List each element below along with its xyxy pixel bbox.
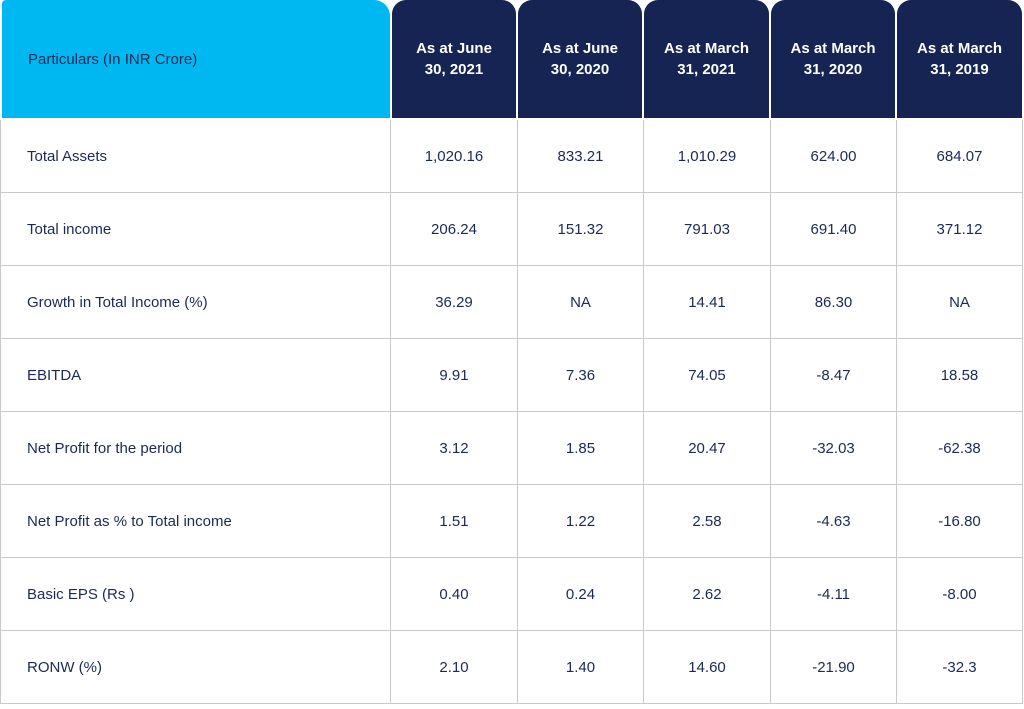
header-col-4: As at March 31, 2020: [771, 0, 895, 118]
table-cell: 20.47: [644, 412, 771, 485]
table-cell: 691.40: [771, 193, 897, 266]
row-label: Growth in Total Income (%): [0, 266, 391, 339]
table-cell: 1.51: [391, 485, 518, 558]
table-row: Basic EPS (Rs ) 0.40 0.24 2.62 -4.11 -8.00: [0, 558, 1024, 631]
table-cell: 684.07: [897, 120, 1023, 193]
row-label: RONW (%): [0, 631, 391, 704]
table-row: EBITDA 9.91 7.36 74.05 -8.47 18.58: [0, 339, 1024, 412]
table-cell: NA: [518, 266, 644, 339]
data-table: Total Assets 1,020.16 833.21 1,010.29 624.00…: [0, 120, 1024, 709]
table-cell: 624.00: [771, 120, 897, 193]
row-label: Total Assets: [0, 120, 391, 193]
row-label: Basic EPS (Rs ): [0, 558, 391, 631]
table-cell: 86.30: [771, 266, 897, 339]
table-cell: 1.40: [518, 631, 644, 704]
table-cell: 9.91: [391, 339, 518, 412]
table-cell: 0.40: [391, 558, 518, 631]
table-cell: 3.12: [391, 412, 518, 485]
table-cell: 14.60: [644, 631, 771, 704]
table-cell: 1,010.29: [644, 120, 771, 193]
table-cell: -4.63: [771, 485, 897, 558]
row-label: Total income: [0, 193, 391, 266]
row-label: EBITDA: [0, 339, 391, 412]
table-cell: 36.29: [391, 266, 518, 339]
table-cell: -32.03: [771, 412, 897, 485]
table-cell: -4.11: [771, 558, 897, 631]
header-col-1: As at June 30, 2021: [392, 0, 516, 118]
table-cell: 371.12: [897, 193, 1023, 266]
table-cell: NA: [897, 266, 1023, 339]
table-cell: 7.36: [518, 339, 644, 412]
table-row: RONW (%) 2.10 1.40 14.60 -21.90 -32.3: [0, 631, 1024, 704]
table-row: Net Profit for the period 3.12 1.85 20.47 -3…: [0, 412, 1024, 485]
table-cell: 151.32: [518, 193, 644, 266]
table-cell: -16.80: [897, 485, 1023, 558]
table-cell: 0.24: [518, 558, 644, 631]
table-cell: -21.90: [771, 631, 897, 704]
table-cell: -32.3: [897, 631, 1023, 704]
header-col-3: As at March 31, 2021: [644, 0, 769, 118]
table-cell: 74.05: [644, 339, 771, 412]
table-row: Total Assets 1,020.16 833.21 1,010.29 624.00…: [0, 120, 1024, 193]
table-cell: 2.62: [644, 558, 771, 631]
header-col-2: As at June 30, 2020: [518, 0, 642, 118]
table-cell: 18.58: [897, 339, 1023, 412]
table-cell: 791.03: [644, 193, 771, 266]
table-cell: 833.21: [518, 120, 644, 193]
table-row: Total income 206.24 151.32 791.03 691.40 371.…: [0, 193, 1024, 266]
row-label: Net Profit for the period: [0, 412, 391, 485]
table-cell: 1.85: [518, 412, 644, 485]
table-cell: -8.00: [897, 558, 1023, 631]
table-row: Growth in Total Income (%) 36.29 NA 14.41 86…: [0, 266, 1024, 339]
table-row: Net Profit as % to Total income 1.51 1.22 2…: [0, 485, 1024, 558]
table-cell: 1.22: [518, 485, 644, 558]
table-cell: 14.41: [644, 266, 771, 339]
table-cell: 2.10: [391, 631, 518, 704]
header-particulars: Particulars (In INR Crore): [2, 0, 390, 118]
row-label: Net Profit as % to Total income: [0, 485, 391, 558]
table-cell: 206.24: [391, 193, 518, 266]
table-cell: -8.47: [771, 339, 897, 412]
table-cell: 2.58: [644, 485, 771, 558]
table-cell: -62.38: [897, 412, 1023, 485]
table-cell: 1,020.16: [391, 120, 518, 193]
header-col-5: As at March 31, 2019: [897, 0, 1022, 118]
